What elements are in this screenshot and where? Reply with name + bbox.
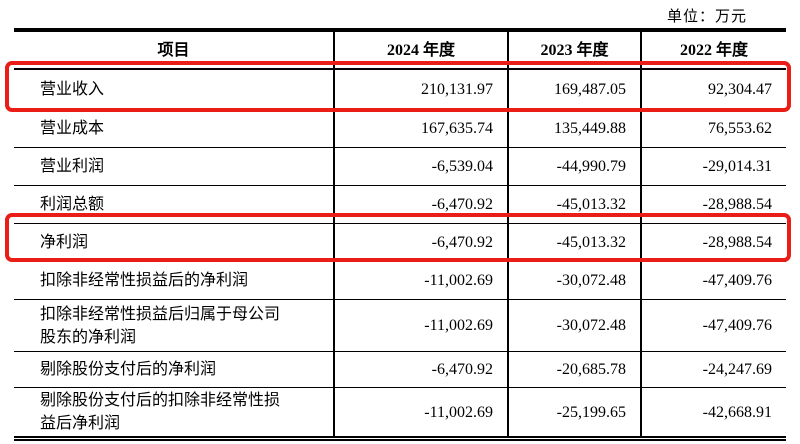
value-2022: -24,247.69 <box>640 352 786 387</box>
table-row-net-profit-excl-share-payment-nonrecurring: 剔除股份支付后的扣除非经常性损 益后净利润 -11,002.69 -25,199… <box>14 388 786 436</box>
value-2022: 92,304.47 <box>640 70 786 109</box>
value-2023: -25,199.65 <box>507 388 640 436</box>
row-label: 净利润 <box>40 234 89 251</box>
row-label: 剔除股份支付后的扣除非经常性损 益后净利润 <box>40 392 281 432</box>
value-2023: -45,013.32 <box>507 224 640 261</box>
value-2024: -6,470.92 <box>333 224 507 261</box>
header-year-2024: 2024 年度 <box>333 32 507 68</box>
value-2024: 210,131.97 <box>333 70 507 109</box>
table-row-operating-revenue: 营业收入 210,131.97 169,487.05 92,304.47 <box>14 70 786 110</box>
table-row-net-profit-excl-share-payment: 剔除股份支付后的净利润 -6,470.92 -20,685.78 -24,247… <box>14 352 786 388</box>
table-row-net-profit: 净利润 -6,470.92 -45,013.32 -28,988.54 <box>14 224 786 262</box>
value-2023: -44,990.79 <box>507 148 640 185</box>
row-label: 利润总额 <box>40 196 105 213</box>
row-label: 营业收入 <box>40 81 105 98</box>
table-row-operating-cost: 营业成本 167,635.74 135,449.88 76,553.62 <box>14 110 786 148</box>
value-2024: -11,002.69 <box>333 262 507 299</box>
value-2024: -11,002.69 <box>333 300 507 351</box>
value-2022: 76,553.62 <box>640 110 786 147</box>
value-2024: -6,470.92 <box>333 186 507 223</box>
table-row-net-profit-after-nonrecurring: 扣除非经常性损益后的净利润 -11,002.69 -30,072.48 -47,… <box>14 262 786 300</box>
value-2022: -28,988.54 <box>640 224 786 261</box>
row-label: 剔除股份支付后的净利润 <box>40 361 217 378</box>
value-2022: -42,668.91 <box>640 388 786 436</box>
value-2023: -20,685.78 <box>507 352 640 387</box>
header-item-column: 项目 <box>157 41 190 59</box>
value-2023: -30,072.48 <box>507 300 640 351</box>
financial-table: 项目 2024 年度 2023 年度 2022 年度 营业收入 210,131.… <box>14 28 786 441</box>
value-2023: 169,487.05 <box>507 70 640 109</box>
value-2024: -11,002.69 <box>333 388 507 436</box>
value-2022: -47,409.76 <box>640 300 786 351</box>
value-2023: 135,449.88 <box>507 110 640 147</box>
row-label: 扣除非经常性损益后的净利润 <box>40 272 249 289</box>
table-row-total-profit: 利润总额 -6,470.92 -45,013.32 -28,988.54 <box>14 186 786 224</box>
value-2023: -30,072.48 <box>507 262 640 299</box>
table-header-row: 项目 2024 年度 2023 年度 2022 年度 <box>14 32 786 70</box>
unit-label: 单位：万元 <box>666 9 747 25</box>
value-2023: -45,013.32 <box>507 186 640 223</box>
row-label: 扣除非经常性损益后归属于母公司 股东的净利润 <box>40 305 281 346</box>
row-label: 营业成本 <box>40 120 105 137</box>
value-2024: -6,539.04 <box>333 148 507 185</box>
value-2022: -29,014.31 <box>640 148 786 185</box>
value-2024: 167,635.74 <box>333 110 507 147</box>
value-2022: -28,988.54 <box>640 186 786 223</box>
table-row-net-profit-attributable-parent: 扣除非经常性损益后归属于母公司 股东的净利润 -11,002.69 -30,07… <box>14 300 786 352</box>
header-year-2023: 2023 年度 <box>507 32 640 68</box>
value-2022: -47,409.76 <box>640 262 786 299</box>
value-2024: -6,470.92 <box>333 352 507 387</box>
header-year-2022: 2022 年度 <box>640 32 786 68</box>
table-row-operating-profit: 营业利润 -6,539.04 -44,990.79 -29,014.31 <box>14 148 786 186</box>
row-label: 营业利润 <box>40 158 105 175</box>
